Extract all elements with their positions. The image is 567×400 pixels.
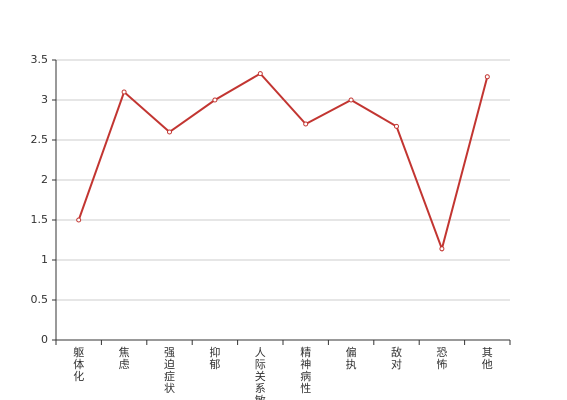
line <box>77 72 489 253</box>
x-tick-label: 强迫症状 <box>164 346 175 395</box>
y-tick-label: 3.5 <box>31 53 49 66</box>
x-tick-label: 偏执 <box>346 345 357 371</box>
point <box>76 217 82 223</box>
x-tick-label: 抑郁 <box>209 345 220 371</box>
point <box>439 246 445 252</box>
y-tick-label: 2.5 <box>31 133 49 146</box>
point <box>303 121 309 127</box>
y-tick-label: 2 <box>41 173 48 186</box>
x-tick-label: 人际关系敏感 <box>255 346 266 400</box>
y-tick-label: 1.5 <box>31 213 49 226</box>
point <box>394 123 399 129</box>
x-tick-label: 恐怖 <box>436 346 447 371</box>
point <box>257 71 263 77</box>
point <box>212 97 218 103</box>
point <box>348 97 354 103</box>
x-tick-label: 焦虑 <box>119 346 130 371</box>
x-tick-label: 躯体化 <box>73 346 84 383</box>
point <box>167 129 172 135</box>
y-tick-label: 0.5 <box>31 293 49 306</box>
point <box>121 89 127 95</box>
x-tick-label: 精神病性 <box>300 346 311 395</box>
x-tick-label: 敌对 <box>391 345 402 371</box>
y-tick-label: 3 <box>41 93 48 106</box>
y-tick-label: 1 <box>41 253 48 266</box>
point <box>484 74 490 80</box>
y-tick-label: 0 <box>41 333 48 346</box>
x-tick-label: 其他 <box>482 346 493 371</box>
